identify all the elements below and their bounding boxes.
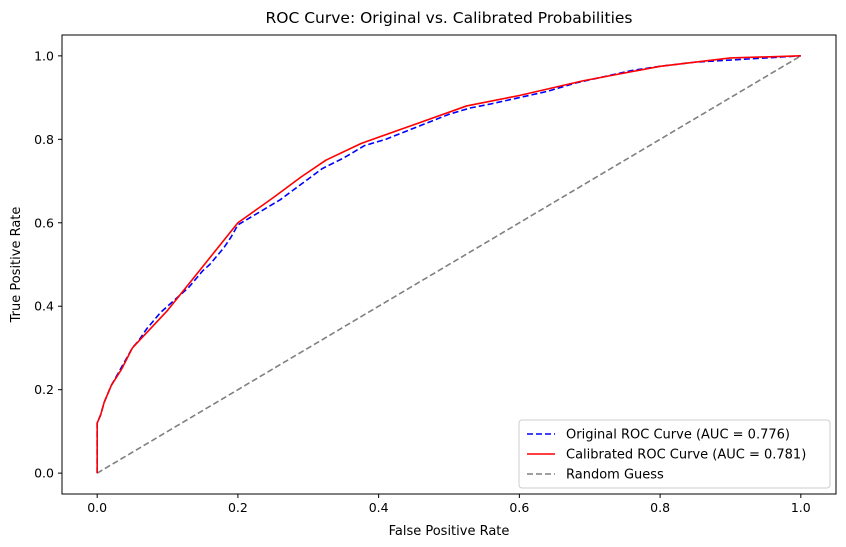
plot-lines (96, 55, 802, 474)
series-calibrated-roc (96, 55, 801, 474)
y-tick-label: 0.4 (34, 299, 54, 314)
legend: Original ROC Curve (AUC = 0.776) Calibrat… (518, 419, 831, 489)
plot-frame (61, 34, 837, 495)
y-tick-label: 0.0 (34, 466, 54, 481)
x-tick-label: 0.0 (87, 500, 107, 515)
x-axis-label: False Positive Rate (389, 524, 510, 539)
x-axis-ticks: 0.0 0.2 0.4 0.6 0.8 1.0 (87, 494, 811, 515)
y-tick-label: 1.0 (34, 48, 54, 63)
legend-entries: Original ROC Curve (AUC = 0.776) Calibrat… (527, 428, 806, 483)
chart-title: ROC Curve: Original vs. Calibrated Proba… (266, 9, 633, 27)
series-random-guess (96, 55, 802, 474)
y-axis-ticks: 0.0 0.2 0.4 0.6 0.8 1.0 (34, 48, 62, 481)
y-tick-label: 0.6 (34, 215, 54, 230)
y-tick-label: 0.8 (34, 132, 54, 147)
legend-box (518, 419, 831, 489)
legend-entry-original-label: Original ROC Curve (AUC = 0.776) (566, 428, 790, 443)
x-tick-label: 0.2 (228, 500, 248, 515)
y-axis-label: True Positive Rate (9, 207, 24, 324)
x-tick-label: 0.6 (509, 500, 529, 515)
legend-entry-calibrated-label: Calibrated ROC Curve (AUC = 0.781) (566, 448, 806, 463)
x-tick-label: 0.4 (369, 500, 389, 515)
legend-entry-random-label: Random Guess (566, 468, 664, 483)
x-tick-label: 1.0 (791, 500, 811, 515)
y-tick-label: 0.2 (34, 382, 54, 397)
x-tick-label: 0.8 (650, 500, 670, 515)
